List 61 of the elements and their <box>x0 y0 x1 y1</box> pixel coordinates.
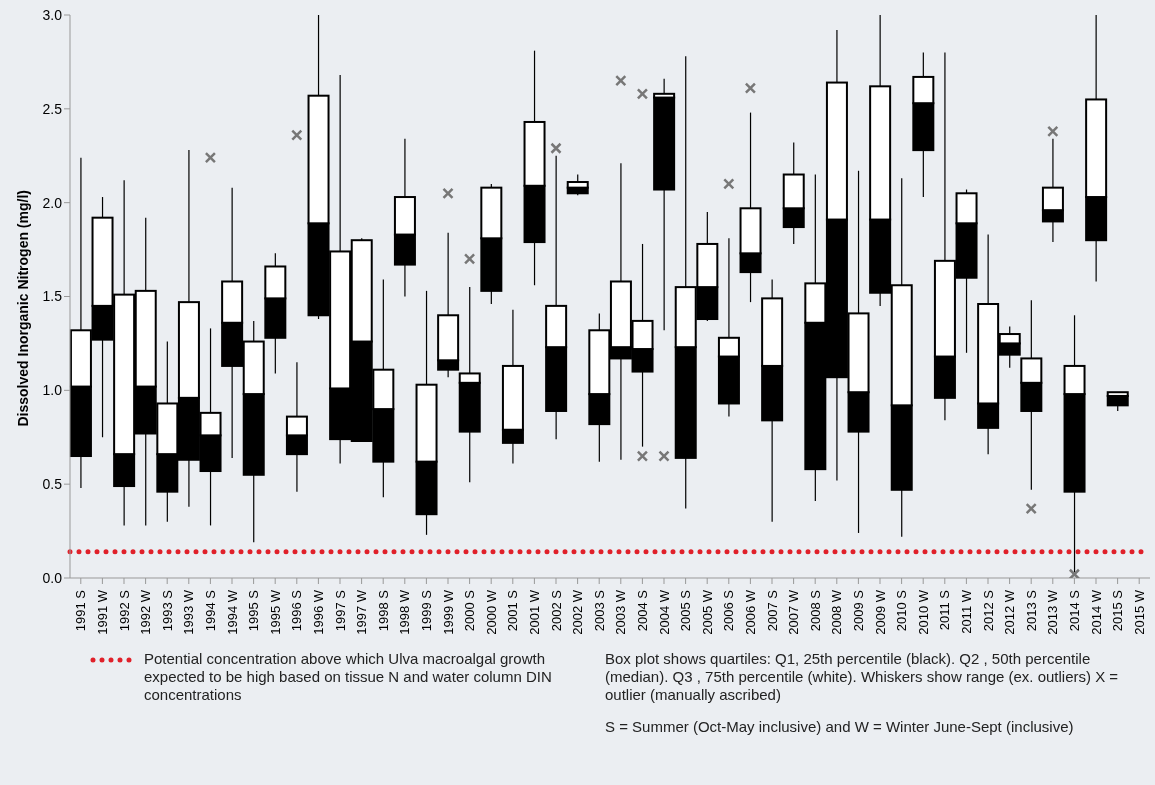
x-tick-label: 1998 W <box>397 589 413 635</box>
x-tick-label: 2007 W <box>786 589 802 635</box>
x-tick-label: 1994 W <box>224 589 240 635</box>
x-tick-label: 2000 S <box>462 589 478 632</box>
x-tick-label: 1996 W <box>310 589 326 635</box>
x-tick-label: 2003 S <box>591 589 607 632</box>
x-tick-label: 1997 S <box>332 589 348 632</box>
x-tick-label: 2013 W <box>1045 589 1061 635</box>
y-tick-label: 1.0 <box>42 382 63 399</box>
x-tick-label: 1996 S <box>289 589 305 632</box>
text: S = Summer (Oct-May inclusive) and W = Winter June-Sept (inclusive) <box>605 718 1075 736</box>
x-tick-label: 1998 S <box>375 589 391 632</box>
y-tick-label: 0.5 <box>42 476 63 493</box>
x-tick-label: 2011 S <box>937 589 953 631</box>
y-tick-label: 0.0 <box>42 569 63 586</box>
x-tick-label: 2015 S <box>1110 589 1126 632</box>
x-tick-label: 2004 W <box>656 589 672 635</box>
x-tick-label: 2012 W <box>1002 589 1018 635</box>
x-tick-label: 1999 W <box>440 589 456 635</box>
x-tick-label: 2006 W <box>742 589 758 635</box>
x-tick-label: 2000 W <box>483 589 499 635</box>
y-tick-label: 2.5 <box>42 100 63 117</box>
x-tick-label: 2001 S <box>505 589 521 632</box>
x-tick-label: 2013 S <box>1023 589 1039 632</box>
y-tick-label: 3.0 <box>42 6 63 23</box>
x-tick-label: 1992 S <box>116 589 132 632</box>
x-tick-label: 2009 W <box>872 589 888 635</box>
x-tick-label: 2015 W <box>1131 589 1147 635</box>
x-tick-label: 2006 S <box>721 589 737 632</box>
y-axis-title: Dissolved Inorganic Nitrogen (mg/l) <box>14 190 31 427</box>
legend-label: Potential concentration above which Ulva macroalgal growth expected to be high based on tissue N and water column DIN concentrations <box>144 650 553 704</box>
x-tick-label: 1995 W <box>267 589 283 635</box>
x-tick-label: 2004 S <box>634 589 650 632</box>
x-tick-label: 2010 S <box>894 589 910 632</box>
x-tick-label: 2003 W <box>613 589 629 635</box>
x-tick-label: 1993 W <box>181 589 197 635</box>
x-tick-label: 1991 W <box>94 589 110 635</box>
x-tick-label: 2014 S <box>1066 589 1082 632</box>
x-tick-label: 1994 S <box>202 589 218 632</box>
x-tick-label: 2005 W <box>699 589 715 635</box>
y-tick-label: 1.5 <box>42 288 63 305</box>
y-tick-label: 2.0 <box>42 194 63 211</box>
x-tick-label: 2010 W <box>915 589 931 635</box>
x-tick-label: 1997 W <box>354 589 370 635</box>
x-tick-label: 2002 S <box>548 589 564 632</box>
x-tick-label: 2002 W <box>570 589 586 635</box>
x-tick-label: 1995 S <box>246 589 262 632</box>
x-tick-label: 2012 S <box>980 589 996 632</box>
x-tick-label: 2009 S <box>850 589 866 632</box>
x-tick-label: 2014 W <box>1088 589 1104 635</box>
x-tick-label: 2008 W <box>829 589 845 635</box>
x-tick-label: 2007 S <box>764 589 780 632</box>
x-tick-label: 2005 S <box>678 589 694 632</box>
x-tick-label: 2011 W <box>958 589 974 634</box>
x-tick-label: 2001 W <box>526 589 542 635</box>
x-tick-label: 1993 S <box>159 589 175 632</box>
x-tick-label: 1991 S <box>73 589 89 632</box>
text: Box plot shows quartiles: Q1, 25th percentile (black). Q2 , 50th percentile (median). Q3 , 75th percentile (white). Whiskers show range (ex. outliers) X = outlier (manually ascribed) <box>605 650 1120 704</box>
x-tick-label: 2008 S <box>807 589 823 632</box>
x-tick-label: 1992 W <box>138 589 154 635</box>
x-tick-label: 1999 S <box>418 589 434 632</box>
